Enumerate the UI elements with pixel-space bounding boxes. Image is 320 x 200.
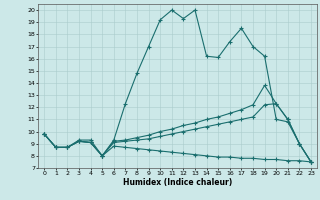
X-axis label: Humidex (Indice chaleur): Humidex (Indice chaleur) [123,178,232,187]
